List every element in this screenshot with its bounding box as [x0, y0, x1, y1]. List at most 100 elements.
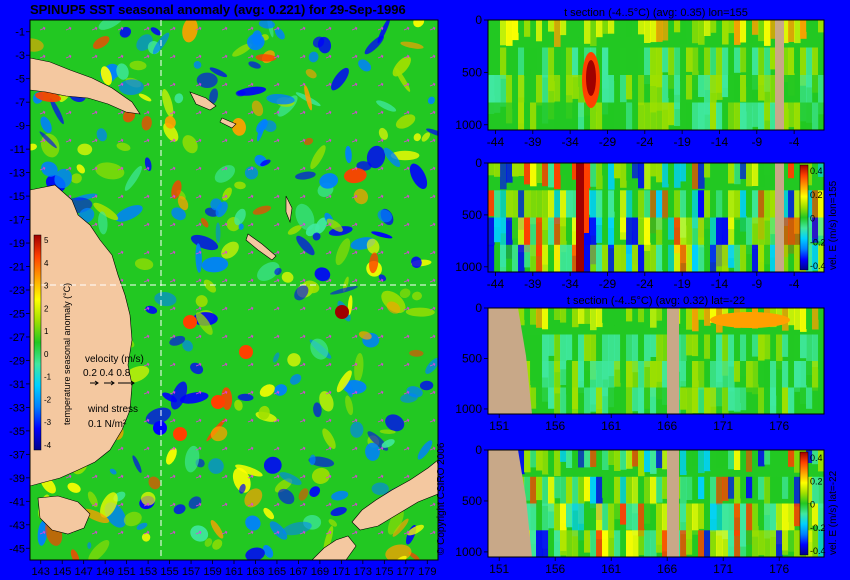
section-cell [620, 450, 627, 470]
anomaly-eddy [336, 370, 352, 393]
wind-vector [143, 502, 150, 507]
anomaly-eddy [408, 551, 420, 560]
anomaly-eddy [331, 67, 349, 91]
wind-vector [221, 194, 228, 199]
anomaly-eddy [96, 128, 108, 142]
section-cell [602, 334, 609, 380]
section-cell [680, 163, 687, 182]
section-cell [674, 75, 681, 110]
map-y-tick-label: -29 [9, 355, 25, 367]
anomaly-eddy [371, 482, 389, 495]
wind-vector [325, 474, 332, 479]
anomaly-eddy [116, 142, 131, 151]
section-cell [566, 190, 573, 228]
section-x-tick-label: -14 [711, 135, 729, 149]
wind-vector [143, 362, 150, 367]
anomaly-eddy [365, 442, 380, 461]
anomaly-eddy [184, 445, 200, 473]
section-cell [644, 102, 651, 130]
section-cell [584, 361, 591, 389]
section-cell [806, 503, 813, 543]
wind-vector [273, 54, 280, 59]
section-cell [734, 217, 741, 262]
section-cell [608, 75, 615, 104]
wind-vector [65, 138, 72, 143]
wind-vector [403, 474, 410, 479]
section-cell [740, 75, 747, 102]
section-x-tick-label: 176 [769, 419, 789, 433]
section-x-tick-label: 151 [489, 419, 509, 433]
anomaly-eddy [289, 374, 302, 385]
section-cell [800, 308, 807, 332]
section-cell [710, 190, 717, 234]
wind-vector [221, 138, 228, 143]
wind-vector [429, 334, 436, 339]
section-cell [752, 47, 759, 90]
anomaly-eddy [342, 276, 349, 292]
wind-stress-scale: 0.1 N/m² [88, 419, 127, 430]
anomaly-eddy [259, 384, 275, 397]
section-cell [728, 102, 735, 130]
section-cell [566, 102, 573, 130]
section-cell [524, 102, 531, 130]
wind-vector [403, 138, 410, 143]
anomaly-eddy [295, 171, 316, 180]
section-cell [686, 20, 693, 38]
map-colorbar-tick: 0 [44, 350, 49, 359]
section-cell [638, 387, 645, 414]
section-cell [812, 530, 819, 557]
section-cell [644, 20, 651, 43]
section-cell [716, 503, 723, 536]
section-cell [764, 102, 771, 130]
section-cell [602, 217, 609, 245]
section-cell [752, 75, 759, 107]
section-cell [782, 102, 789, 130]
anomaly-eddy [335, 238, 351, 266]
wind-vector [195, 138, 202, 143]
section-cell [638, 102, 645, 130]
section-cell [542, 163, 549, 187]
section-cell [716, 361, 723, 407]
section-cell [674, 244, 681, 272]
wind-vector [351, 334, 358, 339]
section-cell [590, 217, 597, 265]
section-cell [812, 20, 819, 38]
section-cell [494, 20, 501, 34]
section-cell [692, 244, 699, 272]
anomaly-eddy [215, 201, 228, 218]
wind-vector [247, 530, 254, 535]
map-colorbar-tick: -1 [44, 373, 52, 382]
section-panel-1: t section (-4..5°C) (avg: 0.35) lon=155 0… [455, 7, 825, 149]
section-cell [656, 75, 663, 111]
section-y-tick-label: 500 [462, 208, 482, 222]
section-cell [716, 476, 723, 505]
section-cell [512, 20, 519, 41]
anomaly-eddy [295, 203, 315, 231]
section-cell [680, 47, 687, 82]
wind-vector [169, 166, 176, 171]
wind-vector [169, 26, 176, 31]
section-cell [734, 190, 741, 220]
anomaly-eddy [298, 488, 309, 501]
section-cell [650, 530, 657, 557]
map-y-tick-label: -3 [15, 50, 25, 62]
section-cell [560, 476, 567, 524]
wind-vector [325, 222, 332, 227]
section-cell [812, 163, 819, 190]
section-cell [578, 476, 585, 524]
wind-vector [247, 502, 254, 507]
section-cell [512, 163, 519, 177]
anomaly-eddy [70, 173, 82, 184]
wind-vector [299, 334, 306, 339]
wind-stress-label: wind stress [87, 404, 138, 415]
section-cell [764, 503, 771, 539]
wind-vector [325, 418, 332, 423]
anomaly-eddy [309, 454, 316, 466]
anomaly-eddy [214, 165, 236, 183]
section-cell [530, 244, 537, 272]
wind-vector [169, 110, 176, 115]
anomaly-eddy [244, 488, 263, 508]
anomaly-eddy [305, 69, 317, 79]
section-cell [572, 244, 579, 272]
section-frame [487, 307, 825, 415]
